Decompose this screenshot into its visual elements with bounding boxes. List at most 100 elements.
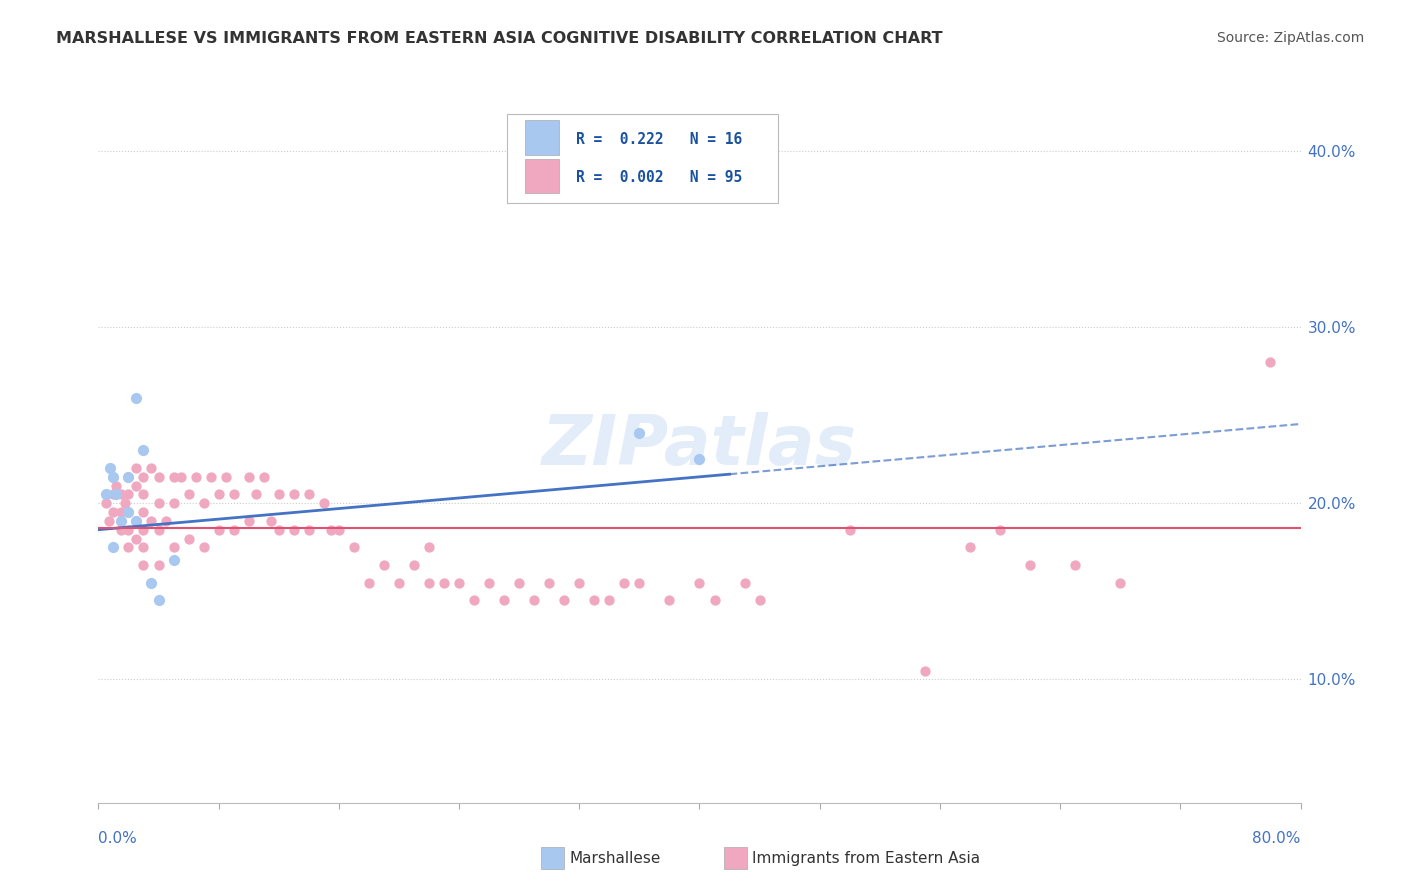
Point [103, 487, 125, 501]
Point [598, 593, 620, 607]
Point [283, 523, 305, 537]
Point [703, 593, 725, 607]
Point [388, 575, 411, 590]
Point [117, 541, 139, 555]
Point [148, 593, 170, 607]
Point [238, 470, 260, 484]
Point [988, 523, 1011, 537]
Point [312, 496, 335, 510]
Point [148, 470, 170, 484]
Point [132, 523, 155, 537]
Point [689, 452, 711, 467]
Point [208, 487, 231, 501]
Point [298, 487, 321, 501]
Point [748, 593, 770, 607]
Point [689, 575, 711, 590]
Point [508, 575, 530, 590]
Text: MARSHALLESE VS IMMIGRANTS FROM EASTERN ASIA COGNITIVE DISABILITY CORRELATION CHA: MARSHALLESE VS IMMIGRANTS FROM EASTERN A… [56, 31, 943, 46]
Point [1260, 355, 1282, 369]
Point [132, 505, 155, 519]
Point [447, 575, 470, 590]
Point [103, 470, 125, 484]
Point [125, 391, 148, 405]
Point [125, 514, 148, 528]
Point [132, 541, 155, 555]
Point [321, 523, 343, 537]
Point [402, 558, 425, 572]
Point [523, 593, 546, 607]
Point [132, 558, 155, 572]
Point [553, 593, 575, 607]
Point [105, 478, 128, 492]
Point [222, 523, 245, 537]
Point [200, 470, 222, 484]
Text: ZIPatlas: ZIPatlas [541, 412, 858, 480]
Point [125, 514, 148, 528]
Point [117, 505, 139, 519]
Point [253, 470, 276, 484]
Point [1064, 558, 1087, 572]
Point [568, 575, 591, 590]
Point [110, 487, 132, 501]
Point [418, 541, 440, 555]
Point [267, 487, 290, 501]
Text: R =  0.002   N = 95: R = 0.002 N = 95 [575, 170, 742, 186]
Point [215, 470, 238, 484]
Point [103, 541, 125, 555]
Point [132, 470, 155, 484]
Point [132, 487, 155, 501]
Point [357, 575, 380, 590]
Point [110, 505, 132, 519]
Point [433, 575, 456, 590]
Point [117, 470, 139, 484]
Point [97, 514, 120, 528]
Point [538, 575, 561, 590]
Point [139, 575, 162, 590]
Point [177, 532, 200, 546]
Point [170, 470, 193, 484]
Point [117, 505, 139, 519]
Point [418, 575, 440, 590]
Point [583, 593, 606, 607]
Point [139, 461, 162, 475]
Point [139, 514, 162, 528]
Point [177, 487, 200, 501]
Point [155, 514, 177, 528]
Bar [526, 120, 558, 154]
Text: Marshallese: Marshallese [569, 851, 661, 865]
Point [658, 593, 681, 607]
Point [193, 496, 215, 510]
Point [260, 514, 283, 528]
Point [222, 487, 245, 501]
Point [959, 541, 981, 555]
Point [105, 487, 128, 501]
Point [103, 470, 125, 484]
Point [110, 514, 132, 528]
Point [245, 487, 267, 501]
Point [117, 523, 139, 537]
Point [162, 470, 184, 484]
Point [208, 523, 231, 537]
Point [914, 664, 936, 678]
Point [343, 541, 366, 555]
Point [734, 575, 756, 590]
Point [162, 541, 184, 555]
Text: R =  0.222   N = 16: R = 0.222 N = 16 [575, 132, 742, 147]
Point [162, 496, 184, 510]
FancyBboxPatch shape [508, 114, 778, 203]
Point [193, 541, 215, 555]
Point [628, 425, 651, 440]
Point [267, 523, 290, 537]
Point [114, 496, 136, 510]
Text: Immigrants from Eastern Asia: Immigrants from Eastern Asia [752, 851, 980, 865]
Point [125, 461, 148, 475]
Point [283, 487, 305, 501]
Bar [526, 159, 558, 194]
Point [613, 575, 636, 590]
Point [148, 523, 170, 537]
Point [838, 523, 860, 537]
Point [463, 593, 485, 607]
Point [94, 496, 117, 510]
Point [125, 478, 148, 492]
Point [184, 470, 207, 484]
